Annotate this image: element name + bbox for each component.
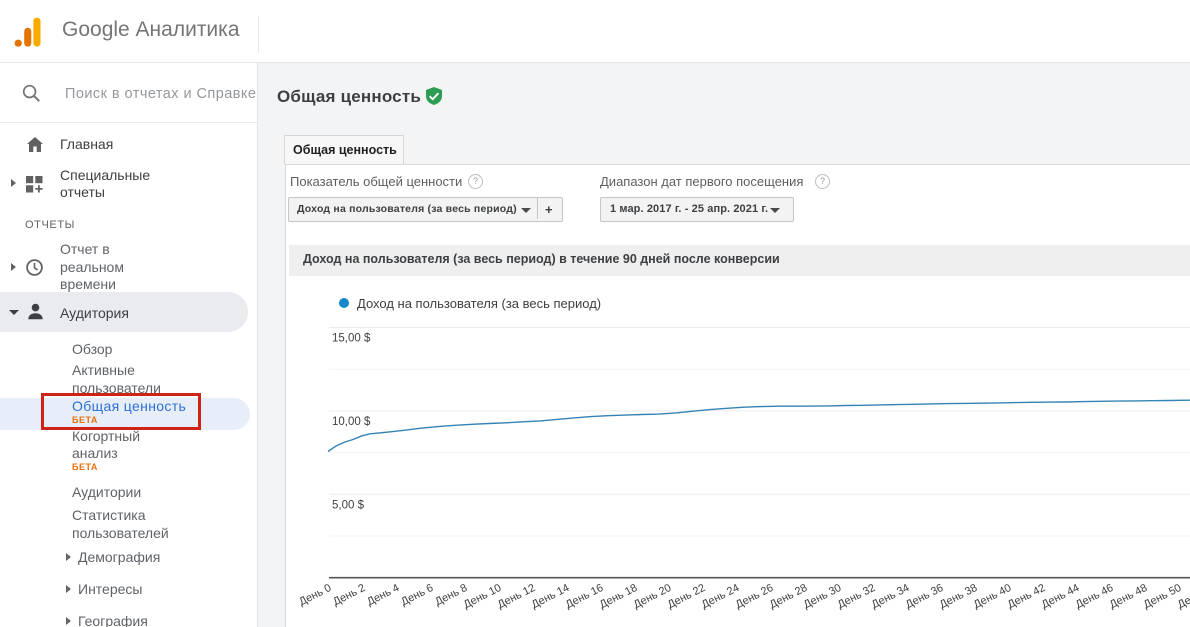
- svg-text:День 44: День 44: [1040, 582, 1082, 611]
- svg-text:15,00 $: 15,00 $: [332, 333, 371, 345]
- svg-text:День 30: День 30: [802, 582, 844, 611]
- svg-text:День 34: День 34: [870, 582, 912, 611]
- svg-text:День 32: День 32: [836, 582, 878, 611]
- svg-text:День 0: День 0: [297, 582, 333, 608]
- svg-text:10,00 $: 10,00 $: [332, 416, 371, 428]
- svg-text:День 28: День 28: [768, 582, 810, 611]
- svg-text:День 50: День 50: [1142, 582, 1184, 611]
- svg-text:День 26: День 26: [734, 582, 776, 611]
- svg-text:День 48: День 48: [1108, 582, 1150, 611]
- svg-text:День 20: День 20: [632, 582, 674, 611]
- svg-text:День 4: День 4: [365, 582, 401, 608]
- svg-text:День 22: День 22: [666, 582, 708, 611]
- svg-text:День 2: День 2: [331, 582, 367, 608]
- svg-text:День 14: День 14: [530, 582, 572, 611]
- svg-text:День 38: День 38: [938, 582, 980, 611]
- svg-text:День 36: День 36: [904, 582, 946, 611]
- svg-text:День 24: День 24: [700, 582, 742, 611]
- svg-text:День 12: День 12: [496, 582, 538, 611]
- svg-text:День 18: День 18: [598, 582, 640, 611]
- svg-text:5,00 $: 5,00 $: [332, 499, 365, 511]
- svg-text:День 10: День 10: [462, 582, 504, 611]
- svg-text:День 16: День 16: [564, 582, 606, 611]
- svg-text:День 46: День 46: [1074, 582, 1116, 611]
- svg-text:День 40: День 40: [972, 582, 1014, 611]
- svg-text:День 6: День 6: [399, 582, 435, 608]
- svg-text:День 42: День 42: [1006, 582, 1048, 611]
